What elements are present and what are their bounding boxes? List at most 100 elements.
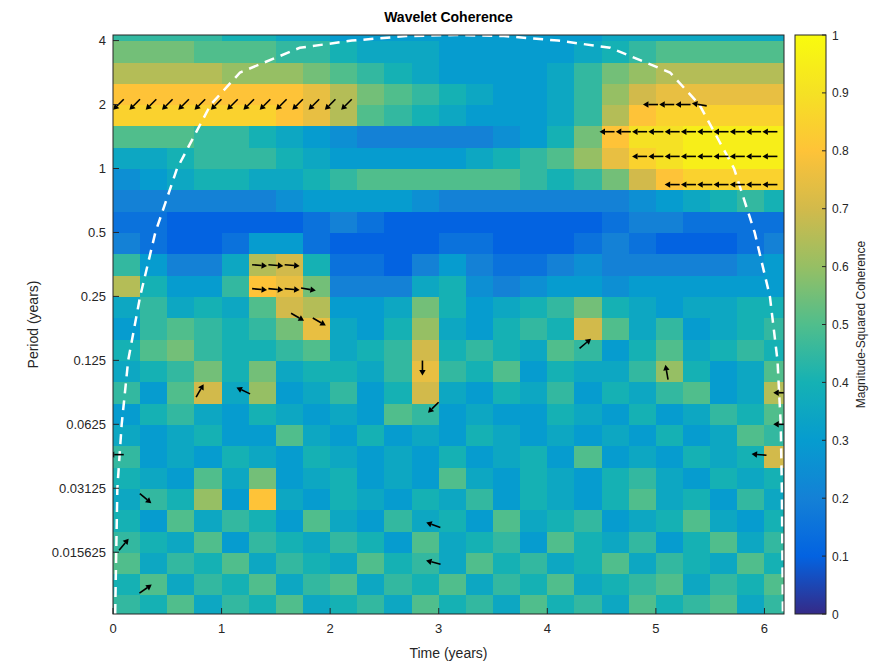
heatmap-cell <box>276 424 304 446</box>
heatmap-cell <box>249 339 277 361</box>
heatmap-cell <box>140 105 168 127</box>
heatmap-cell <box>764 232 784 254</box>
heatmap-cell <box>113 105 141 127</box>
arrow-shaft <box>312 99 319 106</box>
heatmap-cell <box>412 126 440 148</box>
heatmap-cell <box>303 275 331 297</box>
heatmap-cell <box>276 339 304 361</box>
heatmap-cell <box>439 531 467 553</box>
heatmap-cell <box>683 403 711 425</box>
phase-arrow <box>139 585 151 594</box>
heatmap-cell <box>113 275 141 297</box>
heatmap-cell <box>520 147 548 169</box>
arrow-shaft <box>638 156 648 158</box>
x-tick-label: 0 <box>109 621 116 636</box>
heatmap-cell <box>439 424 467 446</box>
heatmap-cell <box>412 254 440 276</box>
arrow-shaft <box>241 390 250 394</box>
heatmap-cell <box>167 232 195 254</box>
heatmap-cell <box>656 83 684 105</box>
heatmap-cell <box>167 531 195 553</box>
heatmap-cell <box>384 190 412 212</box>
phase-arrow <box>119 539 129 550</box>
heatmap-cell <box>602 169 630 191</box>
heatmap-cell <box>222 318 250 340</box>
heatmap-cell <box>412 339 440 361</box>
heatmap-cell <box>140 424 168 446</box>
heatmap-cell <box>194 62 222 84</box>
colorbar-tick-label: 0.7 <box>832 202 849 216</box>
heatmap-cell <box>574 382 602 404</box>
heatmap-cell <box>222 574 250 596</box>
heatmap-cell <box>412 296 440 318</box>
heatmap-cell <box>439 169 467 191</box>
heatmap-cell <box>602 510 630 532</box>
heatmap-cell <box>466 382 494 404</box>
heatmap-cell <box>547 339 575 361</box>
heatmap-cell <box>384 211 412 233</box>
heatmap-cell <box>737 169 765 191</box>
arrow-shaft <box>268 264 277 266</box>
heatmap-cell <box>439 296 467 318</box>
heatmap-cell <box>683 531 711 553</box>
heatmap-cell <box>303 318 331 340</box>
phase-arrow <box>714 153 729 159</box>
heatmap-cell <box>357 105 385 127</box>
heatmap-cell <box>194 552 222 574</box>
heatmap-cell <box>574 296 602 318</box>
arrow-shaft <box>285 288 294 290</box>
heatmap-cell <box>737 510 765 532</box>
arrow-head <box>145 497 151 503</box>
heatmap-cell <box>656 318 684 340</box>
arrow-head <box>260 104 266 110</box>
heatmap-cell <box>493 126 521 148</box>
heatmap-cell <box>276 531 304 553</box>
phase-arrow <box>746 129 761 135</box>
arrow-head <box>309 104 315 110</box>
heatmap-cell <box>656 360 684 382</box>
heatmap-cell <box>520 382 548 404</box>
heatmap-cell <box>574 446 602 468</box>
heatmap-cell <box>276 446 304 468</box>
arrow-shaft <box>768 131 778 133</box>
heatmap-cell <box>194 531 222 553</box>
heatmap-cell <box>222 169 250 191</box>
heatmap-cell <box>493 105 521 127</box>
heatmap-cell <box>194 83 222 105</box>
phase-arrow <box>714 129 729 135</box>
phase-arrow <box>665 153 680 159</box>
phase-arrow <box>632 153 647 159</box>
arrow-shaft <box>432 402 439 409</box>
heatmap-cell <box>249 83 277 105</box>
heatmap-cell <box>357 190 385 212</box>
heatmap-cell <box>384 360 412 382</box>
heatmap-cell <box>710 318 738 340</box>
heatmap-cell <box>520 41 548 63</box>
heatmap-cell <box>629 35 657 41</box>
heatmap-cell <box>764 296 784 318</box>
heatmap-cell <box>466 531 494 553</box>
arrow-head <box>278 286 284 292</box>
heatmap-cell <box>303 62 331 84</box>
heatmap-cell <box>602 147 630 169</box>
heatmap-cell <box>737 595 765 614</box>
heatmap-cell <box>439 574 467 596</box>
heatmap-cell <box>113 35 141 41</box>
colorbar-tick <box>822 35 826 36</box>
heatmap-cell <box>412 147 440 169</box>
heatmap-cell <box>140 169 168 191</box>
heatmap-cell <box>330 105 358 127</box>
heatmap-cell <box>547 318 575 340</box>
heatmap-cell <box>737 147 765 169</box>
heatmap-cell <box>629 424 657 446</box>
arrow-shaft <box>654 131 664 133</box>
phase-arrow <box>113 99 124 110</box>
heatmap-cell <box>276 126 304 148</box>
arrow-head <box>276 104 282 110</box>
heatmap-cell <box>113 424 141 446</box>
heatmap-cell <box>520 552 548 574</box>
heatmap-cell <box>602 339 630 361</box>
heatmap-cell <box>167 296 195 318</box>
y-tick-label: 1 <box>99 161 106 176</box>
heatmap-cell <box>194 595 222 614</box>
